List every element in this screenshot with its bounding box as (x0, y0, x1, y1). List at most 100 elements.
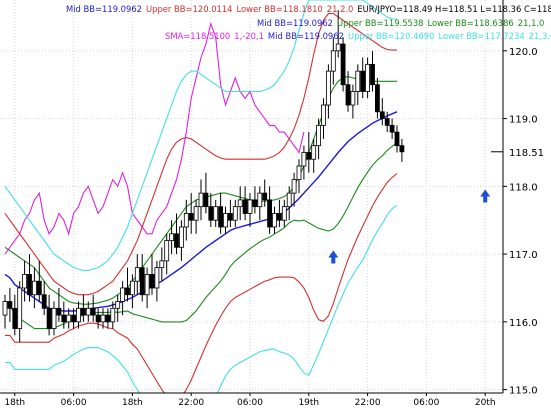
candle-body-up (213, 206, 219, 221)
x-tick-label: 18th (4, 398, 25, 408)
candle-body-up (154, 267, 160, 289)
series-sma-line (4, 21, 305, 255)
candle-body-up (17, 287, 23, 330)
candle-body-up (257, 192, 263, 208)
candle-body-down (340, 43, 346, 86)
candle-body-up (120, 287, 125, 302)
series-upper-bb-3-0-line (4, 0, 397, 271)
legend-item: 1,-20,1 (234, 31, 264, 41)
y-tick-label: 116.0 (509, 318, 538, 329)
candle-body-down (139, 267, 145, 296)
series-lower-bb-3-0-line (5, 204, 398, 393)
candle-body-down (56, 307, 62, 316)
y-tick-label: 115.0 (509, 386, 538, 397)
candle-body-down (242, 199, 248, 214)
candle-body-down (345, 84, 351, 106)
candle-body-down (125, 287, 130, 296)
candle-body-up (178, 226, 184, 248)
x-tick-label: 18th (122, 398, 143, 408)
legend-item: SMA=118.5100 (165, 31, 231, 41)
candle-body-down (389, 124, 395, 133)
candle-body-up (183, 213, 189, 228)
candle-body-up (247, 199, 253, 214)
candle-body-up (2, 301, 8, 316)
candle-body-down (90, 307, 96, 316)
series-mid-bb-line (4, 111, 398, 312)
candle-body-up (223, 213, 228, 228)
x-tick-label: 06:00 (61, 398, 87, 408)
y-tick-label: 118.0 (509, 182, 538, 193)
candle-body-up (169, 233, 175, 241)
candle-body-down (203, 192, 209, 208)
indicator-legend-line3: SMA=118.5100 1,-20,1 Mid BB=119.0962 Upper … (165, 31, 551, 41)
candle-body-up (321, 104, 326, 126)
candle-body-down (384, 118, 390, 126)
candle-body-up (301, 152, 307, 167)
x-tick-label: 20th (475, 398, 496, 408)
candle-body-up (159, 260, 165, 269)
candle-body-up (144, 274, 150, 296)
candle-body-down (227, 213, 233, 221)
candle-body-down (71, 314, 76, 323)
candle-body-up (164, 240, 170, 262)
candle-body-up (198, 192, 204, 208)
candle-body-up (129, 280, 135, 296)
candle-body-down (174, 233, 179, 248)
candle-body-down (41, 294, 47, 309)
legend-item: Lower BB=117.7234 (438, 31, 525, 41)
candle-body-up (355, 70, 361, 92)
legend-item: Upper BB=119.5538 (337, 18, 424, 28)
candle-body-up (193, 206, 199, 221)
candle-body-down (149, 274, 155, 289)
candle-body-up (291, 179, 297, 194)
candle-body-up (100, 314, 106, 323)
x-tick-label: 19th (298, 398, 319, 408)
candle-body-down (379, 111, 385, 119)
last-price-label: 118.51 (509, 148, 544, 159)
candle-body-down (95, 314, 101, 323)
candle-body-up (286, 192, 292, 208)
y-tick-label: 119.0 (509, 115, 538, 126)
indicator-legend-line2: Mid BB=119.0962 Upper BB=119.5538 Lower BB… (257, 18, 548, 28)
candle-body-down (370, 63, 375, 86)
candle-body-up (296, 165, 302, 180)
candle-body-down (399, 145, 405, 153)
legend-item: EUR/JPYO=118.49 H=118.51 L=118.36 C=118.… (357, 4, 551, 14)
candle-body-down (252, 199, 258, 208)
candle-body-down (46, 307, 52, 330)
legend-item: Lower BB=118.1810 (236, 4, 323, 14)
candle-body-up (237, 199, 243, 208)
candle-body-down (81, 307, 86, 316)
candle-body-up (85, 307, 91, 316)
series-lower-bb-2-0-line (5, 173, 398, 393)
candle-body-up (32, 280, 37, 296)
candle-body-down (36, 280, 42, 296)
candle-body-down (306, 152, 312, 160)
series-upper-bb-2-0-line (4, 13, 397, 296)
candle-body-up (51, 307, 57, 330)
candle-body-down (276, 213, 282, 221)
legend-item: Upper BB=120.4690 (347, 31, 435, 41)
candle-body-up (110, 307, 116, 323)
x-tick-label: 06:00 (237, 398, 263, 408)
candle-body-down (267, 199, 273, 228)
candle-body-up (281, 206, 287, 221)
legend-item: Mid BB=119.0962 (257, 18, 334, 28)
candle-body-up (22, 274, 28, 289)
legend-item: Lower BB=118.6386 (427, 18, 514, 28)
legend-item: Upper BB=120.0114 (146, 4, 233, 14)
candle-body-up (115, 301, 121, 309)
candle-body-down (218, 206, 224, 228)
candle-body-up (66, 314, 72, 323)
candle-body-up (335, 43, 341, 52)
y-tick-label: 117.0 (509, 250, 538, 261)
y-tick-label: 120.0 (509, 47, 538, 58)
x-tick-label: 22:00 (178, 398, 204, 408)
signal-arrow-up (328, 250, 339, 264)
candle-body-up (311, 145, 317, 160)
legend-item: 21,3.0 (528, 31, 551, 41)
candle-body-up (272, 213, 277, 228)
legend-item: 21,1.0 (517, 18, 545, 28)
legend-item: 21,2.0 (326, 4, 354, 14)
